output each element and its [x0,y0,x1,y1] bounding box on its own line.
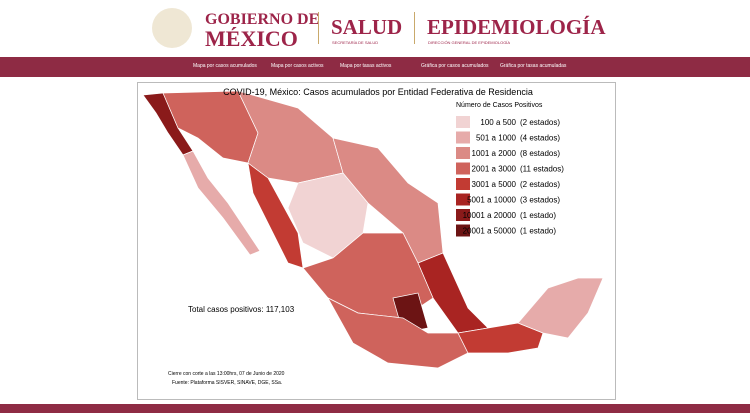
footer-bar [0,404,750,413]
nav-link[interactable]: Gráfica por tasas acumuladas [500,63,567,69]
map-panel: COVID-19, México: Casos acumulados por E… [137,82,616,400]
salud: SALUD [331,15,403,39]
legend-swatch [456,131,470,144]
legend-title: Número de Casos Positivos [456,102,543,109]
legend-count: (1 estado) [520,227,556,236]
legend-range: 2001 a 3000 [472,165,517,174]
legend-swatch [456,178,470,190]
nav-bar: Mapa por casos acumulados Mapa por casos … [0,57,750,77]
legend-swatch [456,224,470,237]
gobierno-bottom: MÉXICO [205,26,298,51]
legend-range: 501 a 1000 [476,134,517,143]
legend-range: 20001 a 50000 [463,227,517,236]
legend-count: (3 estados) [520,196,560,205]
legend-range: 1001 a 2000 [472,149,517,158]
epidemiologia-sub: DIRECCIÓN GENERAL DE EPIDEMIOLOGÍA [428,40,511,45]
legend-count: (8 estados) [520,149,560,158]
map-shapes [142,90,604,369]
region [517,277,604,339]
total-cases: Total casos positivos: 117,103 [188,305,295,314]
legend-range: 3001 a 5000 [472,180,517,189]
nav-link[interactable]: Gráfica por casos acumulados [421,63,489,69]
divider [414,12,415,44]
legend-count: (4 estados) [520,134,560,143]
salud-sub: SECRETARÍA DE SALUD [332,40,379,45]
region [457,322,544,354]
cutoff-note: Cierre con corte a las 13:00hrs, 07 de J… [168,371,285,377]
legend-count: (2 estados) [520,180,560,189]
legend-range: 100 a 500 [480,118,516,127]
legend-range: 5001 a 10000 [467,196,516,205]
region [247,162,304,269]
nav-link[interactable]: Mapa por casos activos [271,63,324,69]
legend-swatch [456,162,470,175]
region [182,150,261,256]
legend-count: (11 estados) [520,165,564,174]
legend-range: 10001 a 20000 [463,211,517,220]
legend-count: (2 estados) [520,118,560,127]
source-note: Fuente: Plataforma SISVER, SINAVE, DGE, … [172,380,282,386]
legend-swatch [456,147,470,159]
divider [318,12,319,44]
epidemiologia: EPIDEMIOLOGÍA [427,15,606,39]
map: COVID-19, México: Casos acumulados por E… [142,87,604,386]
nav-link[interactable]: Mapa por tasas activos [340,63,392,69]
nav-link[interactable]: Mapa por casos acumulados [193,63,257,69]
legend-swatch [456,116,470,128]
gobierno-top: GOBIERNO DE [205,11,320,28]
map-title: COVID-19, México: Casos acumulados por E… [223,87,533,97]
legend-swatch [456,193,470,206]
legend-swatch [456,209,470,221]
coat-of-arms [152,8,192,48]
legend-count: (1 estado) [520,211,556,220]
